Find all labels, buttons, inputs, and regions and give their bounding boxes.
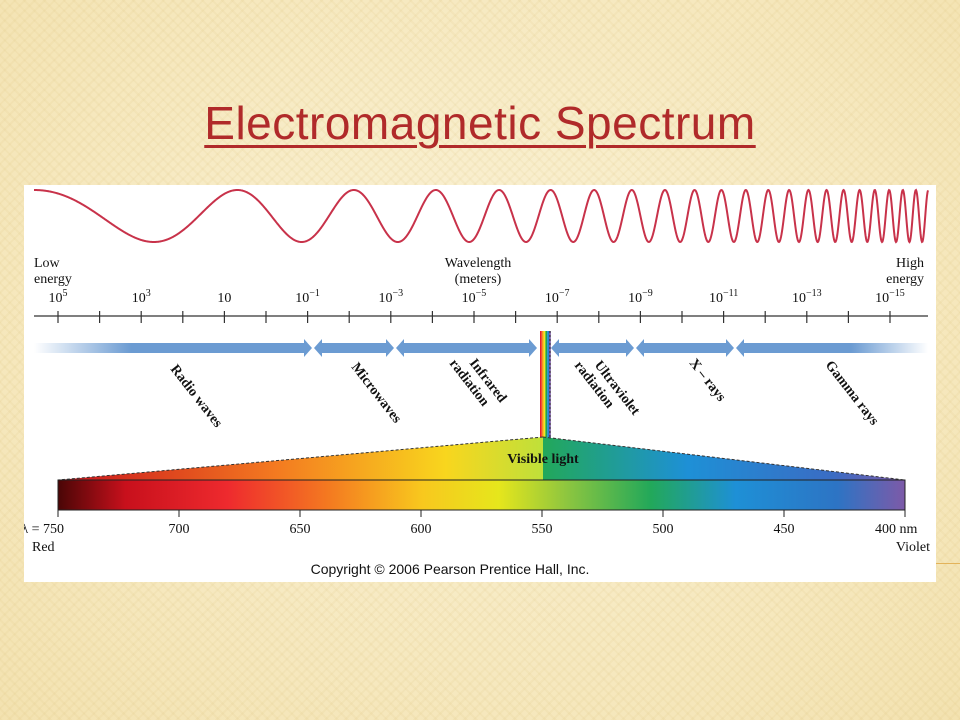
- slide-title: Electromagnetic Spectrum: [204, 97, 756, 149]
- high-energy-label-line1: High: [896, 256, 924, 271]
- wavelength-tick-label: 10−1: [295, 288, 320, 306]
- wavelength-label-line2: (meters): [455, 272, 502, 287]
- visible-band-strip: [543, 331, 546, 439]
- visible-band-strip: [541, 331, 544, 439]
- region-label: Microwaves: [348, 360, 405, 426]
- wavelength-tick-label: 10−9: [628, 288, 653, 306]
- visible-fan-left: [58, 437, 543, 480]
- nm-tick-label: 500: [653, 522, 674, 537]
- wavelength-tick-label: 10−5: [462, 288, 487, 306]
- spectrum-figure: Low energy Wavelength (meters) High energy 105…: [24, 185, 936, 582]
- wavelength-label-line1: Wavelength: [445, 256, 512, 271]
- visible-band-strip: [545, 331, 548, 439]
- fan-edge-right: [542, 436, 906, 481]
- region-label: Infraredradiation: [446, 347, 509, 416]
- wave-line: [34, 188, 929, 244]
- region-label: Ultravioletradiation: [571, 349, 643, 429]
- nm-tick-label: 450: [774, 522, 795, 537]
- fan-edge-left: [57, 436, 544, 481]
- gamma-rays-arrow: [736, 339, 928, 357]
- nm-tick-label: 650: [290, 522, 311, 537]
- red-label: Red: [32, 540, 55, 555]
- wavelength-tick-label: 10−3: [378, 288, 403, 306]
- radio-waves-arrow: [34, 339, 312, 357]
- copyright-text: Copyright © 2006 Pearson Prentice Hall, …: [311, 561, 590, 577]
- visible-band-strip: [547, 331, 549, 439]
- region-label: Radio waves: [167, 362, 225, 431]
- low-energy-label-line1: Low: [34, 256, 61, 271]
- region-label: Gamma rays: [822, 358, 882, 429]
- visible-spectrum-bar: [57, 479, 906, 511]
- wavelength-tick-label: 103: [132, 288, 151, 306]
- wavelength-tick-label: 10: [217, 291, 231, 306]
- microwaves-arrow: [314, 339, 394, 357]
- decorative-line: [936, 563, 960, 564]
- low-energy-label-line2: energy: [34, 272, 72, 287]
- wavelength-tick-label: 10−13: [792, 288, 822, 306]
- violet-label: Violet: [896, 540, 930, 555]
- wavelength-tick-label: 10−11: [709, 288, 738, 306]
- nm-tick-label: 600: [411, 522, 432, 537]
- nm-tick-label: 550: [532, 522, 553, 537]
- visible-band-strip: [540, 331, 542, 439]
- high-energy-label-line2: energy: [886, 272, 924, 287]
- xrays-arrow: [636, 339, 734, 357]
- wavelength-axis: LowenergyWavelength(meters)Highenergy105…: [34, 256, 928, 323]
- region-label: X – rays: [686, 356, 729, 405]
- wavelength-tick-label: 10−15: [875, 288, 905, 306]
- visible-light-label: Visible light: [507, 452, 579, 467]
- ultraviolet-arrow: [551, 339, 634, 357]
- wave-layer: [34, 188, 929, 244]
- wavelength-tick-label: 10−7: [545, 288, 570, 306]
- infrared-arrow: [396, 339, 537, 357]
- region-arrows: Radio waves Microwaves Infraredradiation Ul…: [34, 331, 928, 439]
- spectrum-diagram: LowenergyWavelength(meters)Highenergy105…: [24, 188, 930, 577]
- nm-tick-label: 400 nm: [875, 522, 918, 537]
- visible-spectrum: Visible light λ = 750 700 650 600 550 500 450 40…: [24, 436, 930, 577]
- nm-tick-label: λ = 750: [24, 522, 64, 537]
- nm-tick-label: 700: [169, 522, 190, 537]
- wavelength-tick-label: 105: [49, 288, 68, 306]
